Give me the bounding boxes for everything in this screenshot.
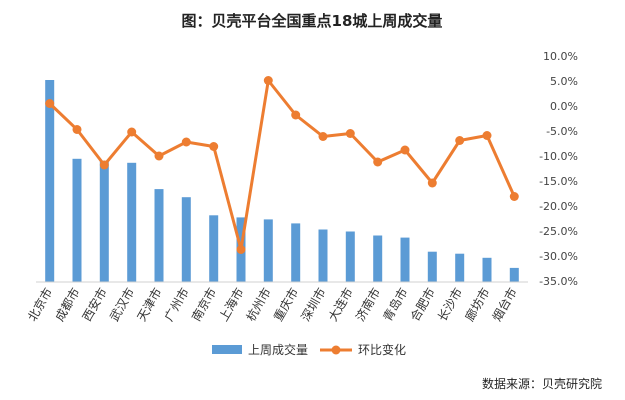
category-tick-label: 天津市 [134, 285, 165, 324]
line-point-南京市 [209, 142, 219, 151]
source-note: 数据来源：贝壳研究院 [482, 376, 602, 391]
right-axis-ticks: 10.0% 5.0% 0.0% -5.0% -10.0% -15.0% -20.0% -25.… [539, 50, 578, 288]
category-tick-label: 合肥市 [407, 285, 438, 324]
bar-深圳市 [318, 229, 328, 282]
bar-长沙市 [455, 253, 465, 282]
line-point-长沙市 [455, 136, 465, 145]
category-tick-label: 西安市 [79, 285, 110, 324]
category-tick-label: 成都市 [52, 285, 83, 324]
line-point-廊坊市 [482, 131, 492, 140]
right-axis-tick-label: 10.0% [543, 50, 578, 63]
category-tick-label: 青岛市 [380, 285, 411, 324]
bar-杭州市 [263, 219, 273, 282]
legend-line-marker [331, 345, 341, 355]
line-layer [45, 76, 519, 254]
line-point-合肥市 [427, 178, 437, 188]
line-point-烟台市 [509, 192, 519, 201]
bar-北京市 [45, 80, 55, 282]
right-axis-tick-label: -25.0% [539, 225, 578, 238]
legend: 上周成交量 环比变化 [212, 342, 406, 357]
bars-layer [45, 80, 519, 282]
legend-bar-label: 上周成交量 [248, 342, 308, 357]
line-point-天津市 [154, 151, 164, 161]
category-tick-label: 长沙市 [434, 285, 465, 324]
right-axis-tick-label: 5.0% [550, 75, 578, 88]
line-point-成都市 [72, 125, 82, 134]
line-point-深圳市 [318, 132, 328, 141]
bar-武汉市 [127, 162, 137, 282]
category-tick-label: 深圳市 [298, 285, 329, 324]
bar-西安市 [99, 160, 109, 282]
line-point-北京市 [45, 99, 55, 108]
category-tick-labels: 北京市成都市西安市武汉市天津市广州市南京市上海市杭州市重庆市深圳市大连市济南市青… [24, 285, 520, 324]
category-tick-label: 烟台市 [489, 285, 520, 324]
line-point-广州市 [181, 137, 191, 147]
right-axis-tick-label: -20.0% [539, 200, 578, 213]
category-tick-label: 北京市 [24, 285, 55, 324]
line-point-西安市 [99, 160, 109, 170]
bar-广州市 [181, 197, 191, 282]
line-point-杭州市 [263, 76, 273, 85]
line-point-大连市 [345, 129, 355, 138]
bar-天津市 [154, 189, 164, 282]
line-point-武汉市 [127, 127, 137, 137]
right-axis-tick-label: -15.0% [539, 175, 578, 188]
bar-重庆市 [291, 223, 301, 282]
chart-title: 图：贝壳平台全国重点18城上周成交量 [182, 12, 443, 30]
bar-烟台市 [509, 267, 519, 282]
category-tick-label: 上海市 [216, 285, 247, 324]
category-tick-label: 大连市 [325, 285, 356, 324]
right-axis-tick-label: -30.0% [539, 250, 578, 263]
right-axis-tick-label: -35.0% [539, 275, 578, 288]
line-series-环比变化 [48, 79, 516, 251]
bar-青岛市 [400, 237, 410, 282]
right-axis-tick-label: -10.0% [539, 150, 578, 163]
bar-大连市 [345, 231, 355, 282]
line-point-重庆市 [291, 110, 301, 120]
category-tick-label: 杭州市 [243, 285, 274, 324]
right-axis-tick-label: 0.0% [550, 100, 578, 113]
line-point-青岛市 [400, 145, 410, 155]
bar-成都市 [72, 158, 82, 282]
category-tick-label: 武汉市 [106, 285, 137, 324]
bar-济南市 [373, 235, 383, 282]
category-tick-label: 廊坊市 [462, 285, 493, 324]
category-tick-label: 南京市 [188, 285, 219, 324]
line-point-上海市 [236, 245, 246, 254]
legend-bar-swatch [212, 345, 242, 354]
category-tick-label: 重庆市 [270, 285, 301, 324]
right-axis-tick-label: -5.0% [546, 125, 578, 138]
category-tick-label: 济南市 [352, 285, 383, 324]
category-tick-label: 广州市 [161, 285, 192, 324]
bar-南京市 [209, 215, 219, 282]
bar-廊坊市 [482, 257, 492, 282]
bar-合肥市 [427, 251, 437, 282]
line-point-济南市 [373, 157, 383, 167]
legend-line-label: 环比变化 [358, 342, 406, 357]
